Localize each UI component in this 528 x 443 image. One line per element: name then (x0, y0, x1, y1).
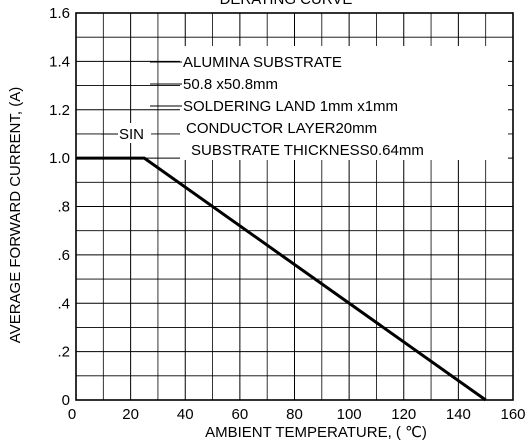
annotation-background (180, 46, 508, 160)
x-axis-tick-labels: 0 20 40 60 80 100 120 140 160 (68, 406, 526, 423)
y-axis-tick-labels: 0 .2 .4 .6 .8 1.0 1.2 1.4 1.6 (49, 5, 70, 409)
y-tick-label: .8 (57, 199, 70, 216)
chart-title: DERATING CURVE (220, 0, 353, 8)
derating-curve-line (76, 156, 487, 402)
annotation-line-2: 50.8 x50.8mm (183, 76, 278, 93)
x-tick-label: 20 (122, 406, 139, 423)
x-tick-label: 140 (446, 406, 471, 423)
x-axis-label: AMBIENT TEMPERATURE, ( ℃) (205, 424, 427, 441)
y-tick-label: .4 (57, 295, 70, 312)
series-label-sin: SIN (119, 126, 144, 143)
y-tick-label: 1.4 (49, 53, 70, 70)
y-tick-label: 0 (62, 392, 70, 409)
annotation-line-4: CONDUCTOR LAYER20mm (186, 120, 377, 137)
y-tick-label: .2 (57, 344, 70, 361)
series-label-background (115, 123, 151, 143)
x-tick-label: 100 (337, 406, 362, 423)
x-tick-label: 0 (68, 406, 76, 423)
x-tick-label: 160 (500, 406, 525, 423)
y-axis-label: AVERAGE FORWARD CURRENT, (A) (7, 87, 24, 343)
plot-frame (75, 12, 514, 401)
x-tick-label: 60 (232, 406, 249, 423)
y-tick-label: 1.6 (49, 5, 70, 22)
y-tick-label: 1.2 (49, 102, 70, 119)
y-tick-label: .6 (57, 247, 70, 264)
annotation-line-3: SOLDERING LAND 1mm x1mm (183, 98, 398, 115)
annotation-line-1: ALUMINA SUBSTRATE (183, 54, 342, 71)
annotation-line-5: SUBSTRATE THICKNESS0.64mm (191, 142, 424, 159)
x-tick-label: 80 (286, 406, 303, 423)
annotation-leaders (150, 61, 182, 107)
x-tick-label: 120 (391, 406, 416, 423)
y-tick-label: 1.0 (49, 150, 70, 167)
x-tick-label: 40 (177, 406, 194, 423)
